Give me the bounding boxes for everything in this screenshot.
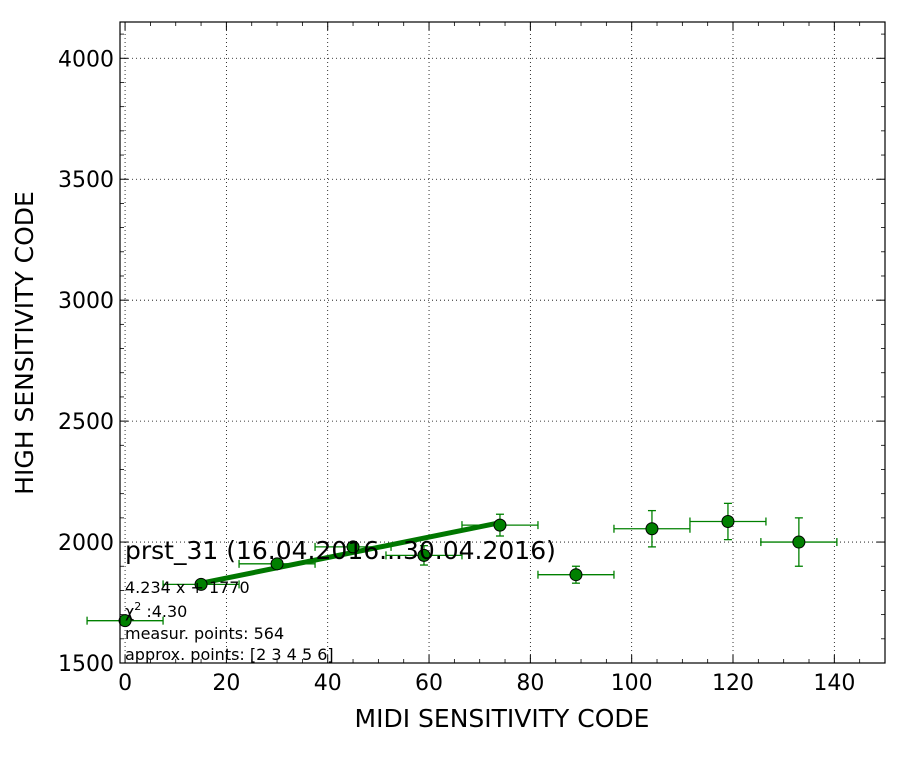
data-layer: [86, 502, 838, 628]
chi2-value: :4.30: [141, 602, 187, 621]
data-point: [645, 522, 659, 536]
annotation-chi2: χ2 :4.30: [125, 600, 187, 621]
y-tick-label: 1500: [58, 652, 114, 677]
fit-line: [198, 520, 503, 586]
data-point: [346, 540, 360, 554]
data-point: [194, 577, 208, 591]
y-tick-label: 4000: [58, 47, 114, 72]
data-point: [792, 535, 806, 549]
y-tick-label: 2000: [58, 531, 114, 556]
data-point: [417, 548, 431, 562]
x-tick-label: 140: [813, 671, 855, 696]
x-tick-label: 60: [415, 671, 443, 696]
y-axis-label: HIGH SENSITIVITY CODE: [10, 191, 39, 495]
y-tick-label: 3000: [58, 289, 114, 314]
y-tick-label: 2500: [58, 410, 114, 435]
x-axis-label: MIDI SENSITIVITY CODE: [355, 704, 650, 733]
x-tick-label: 20: [212, 671, 240, 696]
data-point: [569, 568, 583, 582]
x-tick-label: 80: [516, 671, 544, 696]
axis-ticks: 0 20 40 60 80 100 120 140 1500 2000 2500 3000 3500 40…: [58, 22, 885, 696]
data-point: [270, 557, 284, 571]
annotation-title: prst_31 (16.04.2016...30.04.2016): [125, 536, 556, 565]
data-point: [493, 518, 507, 532]
plot-frame: [119, 21, 886, 664]
annotation-measur-points: measur. points: 564: [125, 624, 284, 643]
y-tick-label: 3500: [58, 168, 114, 193]
x-tick-label: 40: [314, 671, 342, 696]
annotation-approx-points: approx. points: [2 3 4 5 6]: [125, 645, 334, 664]
data-point: [118, 614, 132, 628]
annotation-equation: 4.234 x + 1770: [125, 578, 250, 597]
data-point: [721, 514, 735, 528]
chi2-symbol: χ: [125, 602, 134, 621]
x-tick-label: 120: [712, 671, 754, 696]
grid-lines: [120, 22, 885, 663]
chi2-superscript: 2: [134, 600, 141, 613]
x-tick-label: 0: [118, 671, 132, 696]
annotations: prst_31 (16.04.2016...30.04.2016) 4.234 …: [125, 536, 556, 664]
x-tick-label: 100: [611, 671, 653, 696]
